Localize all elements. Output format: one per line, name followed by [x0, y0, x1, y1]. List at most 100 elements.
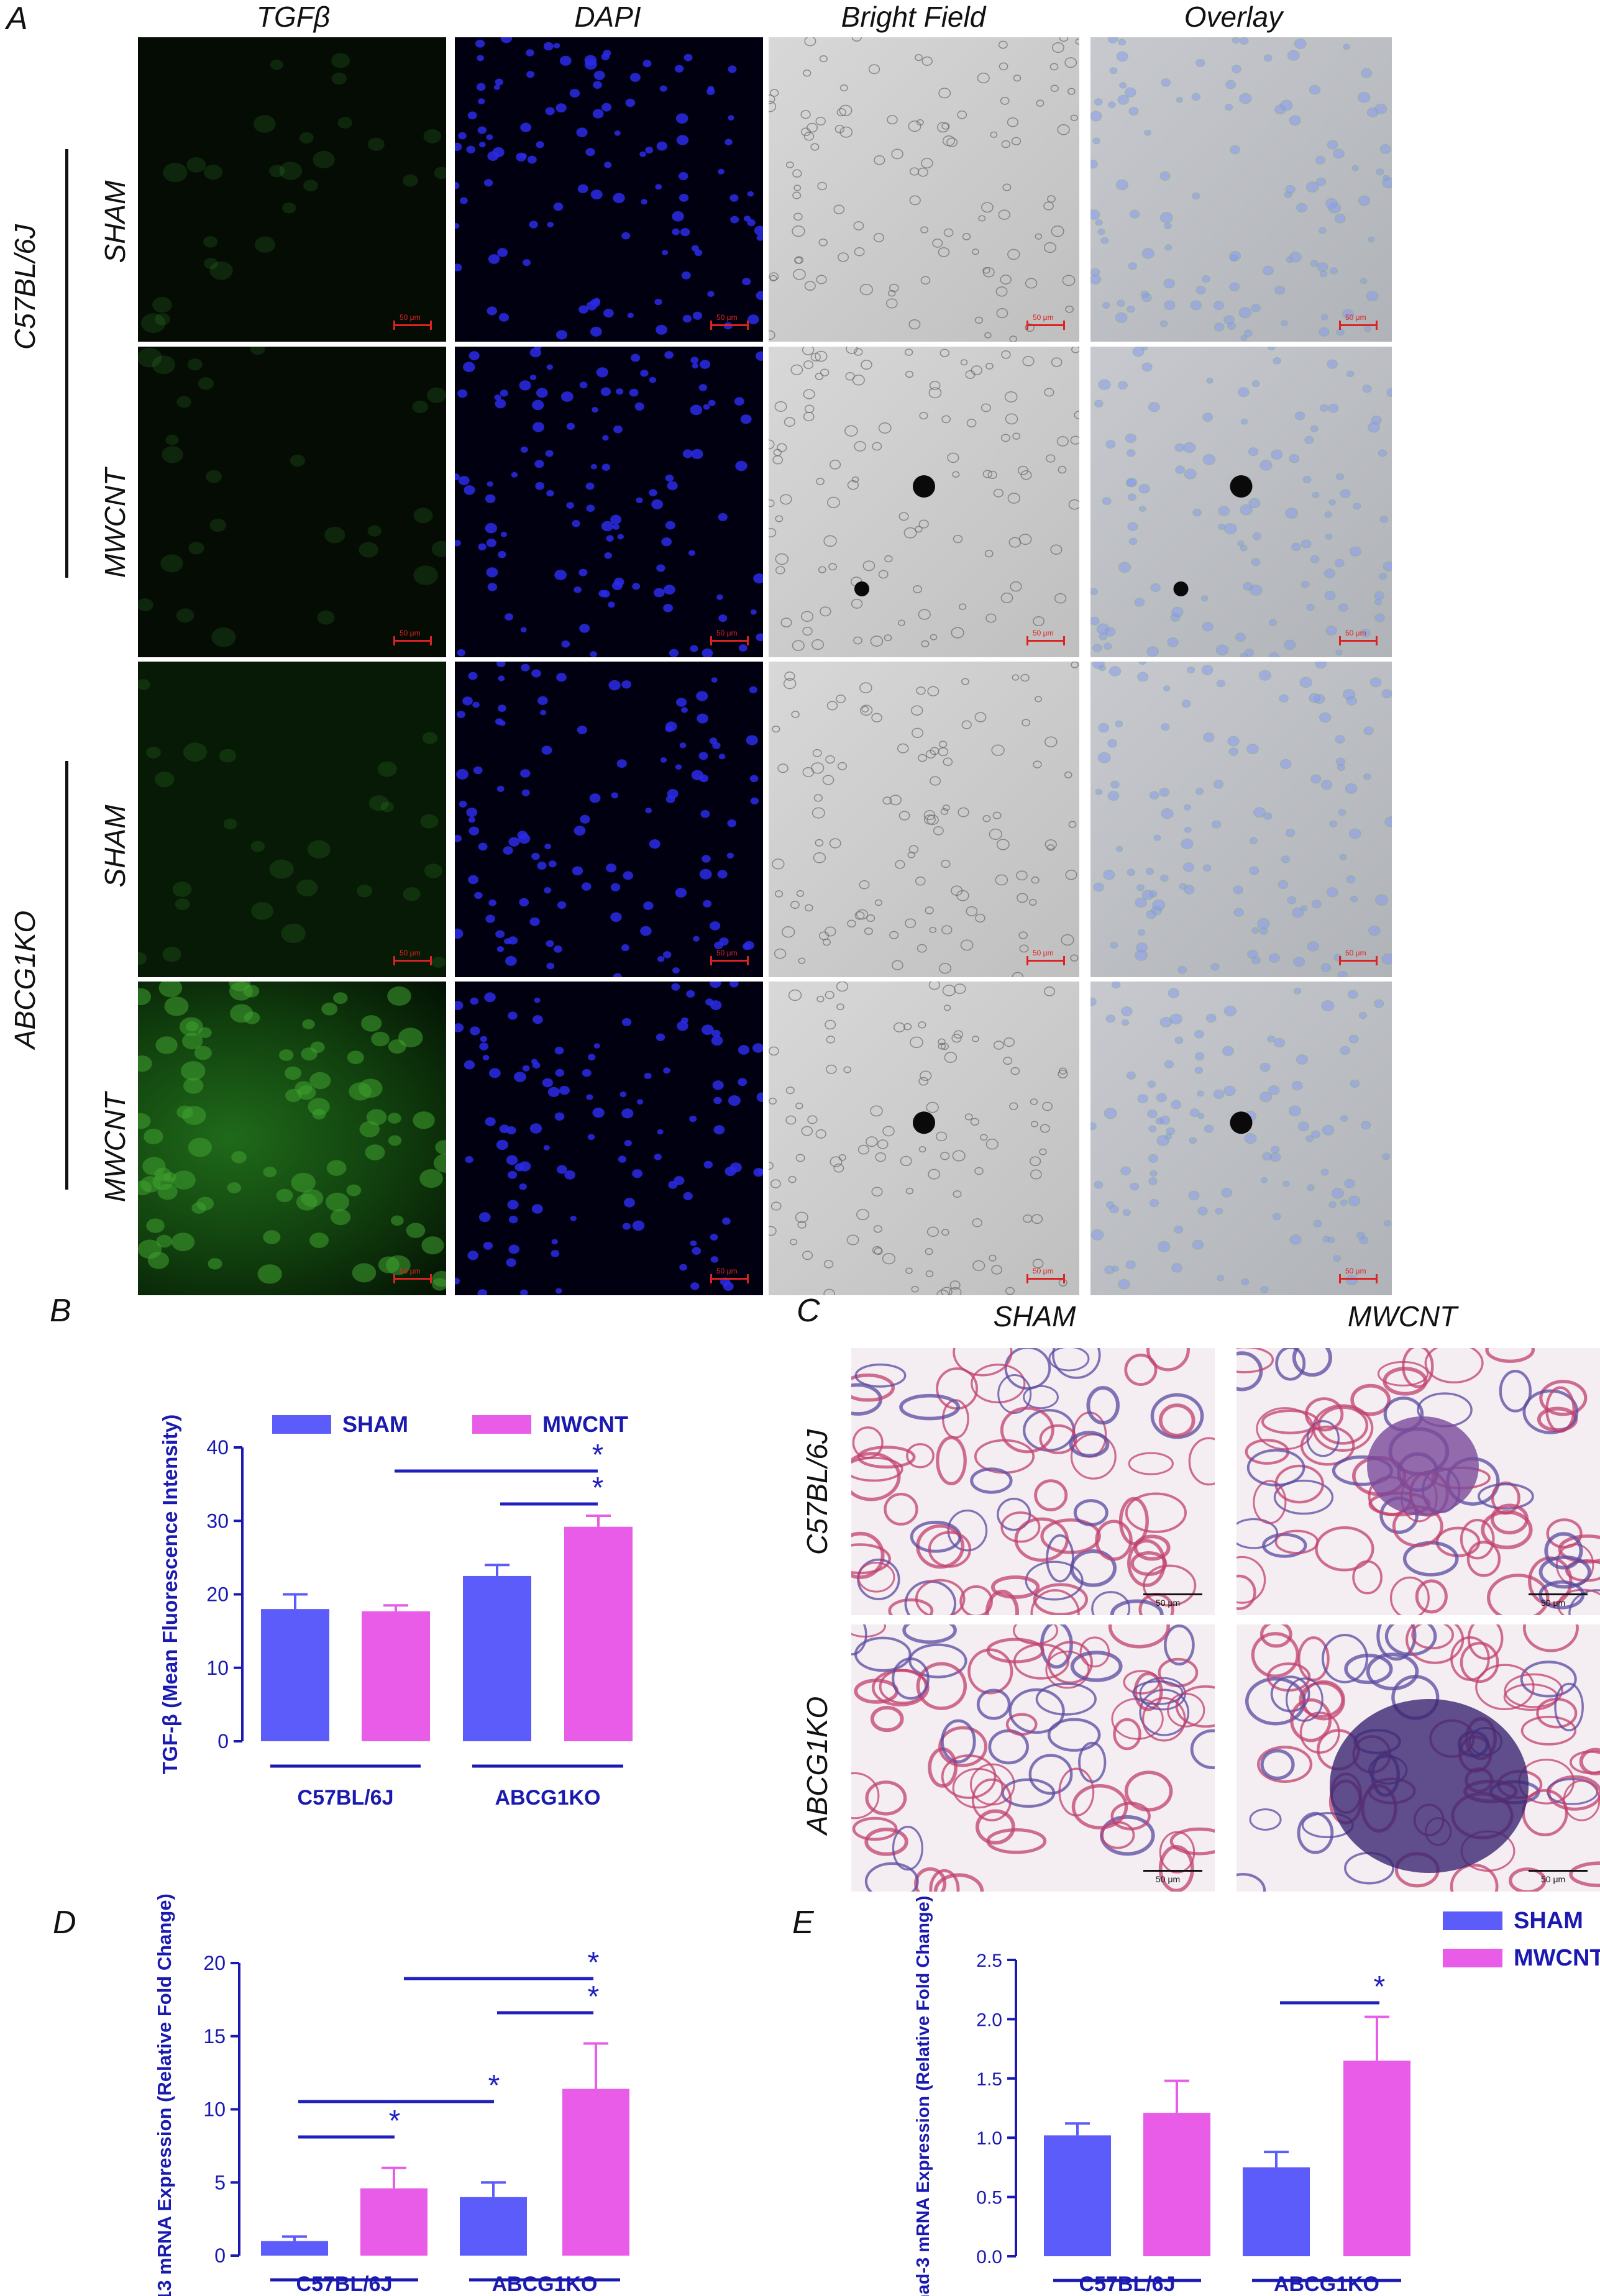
panel-c-header-sham: SHAM	[993, 1300, 1076, 1332]
scale-bar-label: 50 μm	[1345, 313, 1366, 322]
chart-d: 0 5 10 15 20 IL-13 mRNA Expression (Relative …	[153, 1893, 629, 2296]
column-header-tgfb: TGFβ	[256, 1, 331, 33]
scale-bar	[1143, 1870, 1202, 1872]
group-bracket-abcg1ko	[65, 761, 68, 1190]
scale-bar-label: 50 μm	[716, 629, 738, 637]
significance-star: *	[592, 1439, 604, 1472]
row-label-mwcnt-1: MWCNT	[99, 468, 131, 578]
micrograph-tgfb-c57-sham: 50 μm	[138, 37, 446, 342]
panel-c-header-mwcnt: MWCNT	[1347, 1300, 1458, 1332]
y-tick-label: 30	[206, 1510, 229, 1532]
scale-bar	[1026, 956, 1065, 965]
histology-ko-mwcnt: 50 μm	[1237, 1624, 1600, 1892]
micrograph-tgfb-ko-mwcnt: 50 μm	[138, 982, 446, 1295]
y-tick-label: 2.5	[976, 1951, 1002, 1971]
micrograph-tgfb-c57-mwcnt: 50 μm	[138, 347, 446, 657]
group-bracket-c57bl6j	[65, 149, 68, 578]
y-tick-label: 40	[206, 1436, 229, 1459]
bar-mwcnt-0	[360, 2188, 427, 2256]
y-tick-label: 0.5	[976, 2188, 1002, 2208]
scale-bar	[393, 321, 432, 330]
legend-swatch-mwcnt	[1443, 1949, 1502, 1967]
bar-mwcnt-1	[562, 2089, 629, 2256]
scale-bar-label: 50 μm	[716, 1267, 738, 1275]
scale-bar-label: 50 μm	[1156, 1874, 1181, 1884]
legend-label-sham: SHAM	[342, 1411, 408, 1437]
bar-sham-0	[261, 1609, 329, 1741]
micrograph-dapi-c57-sham: 50 μm	[455, 37, 763, 342]
panel-c-letter: C	[797, 1293, 820, 1329]
micrograph-bf-ko-mwcnt: 50 μm	[769, 982, 1079, 1295]
y-tick-label: 15	[203, 2025, 226, 2048]
scale-bar-label: 50 μm	[1156, 1598, 1181, 1608]
legend-swatch-mwcnt	[472, 1415, 531, 1434]
legend-label-mwcnt: MWCNT	[1514, 1945, 1600, 1971]
bar-mwcnt-0	[1143, 2113, 1210, 2256]
bar-sham-1	[1243, 2167, 1310, 2256]
panel-d-letter: D	[53, 1905, 76, 1941]
scale-bar-label: 50 μm	[716, 313, 738, 322]
row-label-sham-1: SHAM	[99, 180, 131, 263]
row-label-sham-2: SHAM	[99, 804, 131, 888]
column-header-overlay: Overlay	[1184, 1, 1283, 33]
micrograph-tgfb-ko-sham: 50 μm	[138, 662, 446, 977]
y-axis-label: IL-13 mRNA Expression (Relative Fold Cha…	[153, 1893, 175, 2296]
panel-c-row-abcg1ko: ABCG1KO	[801, 1696, 833, 1835]
legend-label-mwcnt: MWCNT	[542, 1411, 628, 1437]
scale-bar-label: 50 μm	[716, 949, 738, 957]
histology-c57-sham: 50 μm	[851, 1348, 1215, 1615]
bar-sham-0	[261, 2241, 328, 2256]
y-tick-label: 0.0	[976, 2247, 1002, 2267]
scale-bar	[1026, 321, 1065, 330]
bar-sham-1	[460, 2197, 527, 2256]
y-tick-label: 20	[203, 1952, 226, 1974]
scale-bar-label: 50 μm	[1345, 629, 1366, 637]
scale-bar	[1339, 321, 1378, 330]
scale-bar	[393, 636, 432, 645]
scale-bar-label: 50 μm	[400, 949, 421, 957]
scale-bar	[393, 1274, 432, 1283]
y-tick-label: 1.0	[976, 2128, 1002, 2149]
chart-e: 0.0 0.5 1.0 1.5 2.0 2.5 smad-3 mRNA Expression…	[913, 1896, 1600, 2296]
scale-bar-label: 50 μm	[400, 1267, 421, 1275]
scale-bar	[1026, 636, 1065, 645]
panel-c-row-c57bl6j: C57BL/6J	[801, 1429, 833, 1556]
scale-bar-label: 50 μm	[400, 629, 421, 637]
scale-bar-label: 50 μm	[1033, 313, 1054, 322]
category-label: C57BL/6J	[1079, 2272, 1176, 2296]
category-label: C57BL/6J	[296, 2272, 393, 2296]
y-tick-label: 0	[214, 2244, 226, 2267]
significance-star: *	[588, 1946, 600, 1979]
scale-bar-label: 50 μm	[1033, 1267, 1054, 1275]
y-tick-label: 20	[206, 1583, 229, 1606]
bar-sham-0	[1044, 2135, 1111, 2256]
micrograph-dapi-ko-mwcnt: 50 μm	[455, 982, 763, 1295]
scale-bar	[1026, 1274, 1065, 1283]
significance-star: *	[488, 2069, 500, 2102]
y-tick-label: 0	[217, 1730, 229, 1752]
bar-mwcnt-0	[362, 1611, 430, 1741]
scale-bar	[393, 956, 432, 965]
scale-bar	[710, 1274, 749, 1283]
legend-swatch-sham	[272, 1415, 331, 1434]
category-label: ABCG1KO	[1274, 2272, 1379, 2296]
scale-bar	[1529, 1870, 1588, 1872]
y-tick-label: 10	[203, 2098, 226, 2121]
chart-b: 0 10 20 30 40 TGF-β (Mean Fluorescence Intens…	[158, 1411, 633, 1810]
y-tick-label: 2.0	[976, 2010, 1002, 2030]
micrograph-dapi-c57-mwcnt: 50 μm	[455, 347, 763, 657]
scale-bar	[710, 636, 749, 645]
category-label: C57BL/6J	[298, 1786, 394, 1810]
row-label-mwcnt-2: MWCNT	[99, 1092, 131, 1203]
scale-bar-label: 50 μm	[1345, 949, 1366, 957]
legend-label-sham: SHAM	[1514, 1908, 1583, 1934]
micrograph-overlay-ko-sham: 50 μm	[1090, 662, 1392, 977]
panel-b-letter: B	[50, 1293, 71, 1329]
scale-bar	[1339, 1274, 1378, 1283]
scale-bar-label: 50 μm	[1345, 1267, 1366, 1275]
histology-ko-sham: 50 μm	[851, 1624, 1215, 1892]
bar-sham-1	[463, 1575, 531, 1741]
scale-bar-label: 50 μm	[1033, 949, 1054, 957]
significance-star: *	[592, 1472, 604, 1505]
micrograph-bf-c57-sham: 50 μm	[769, 37, 1079, 342]
